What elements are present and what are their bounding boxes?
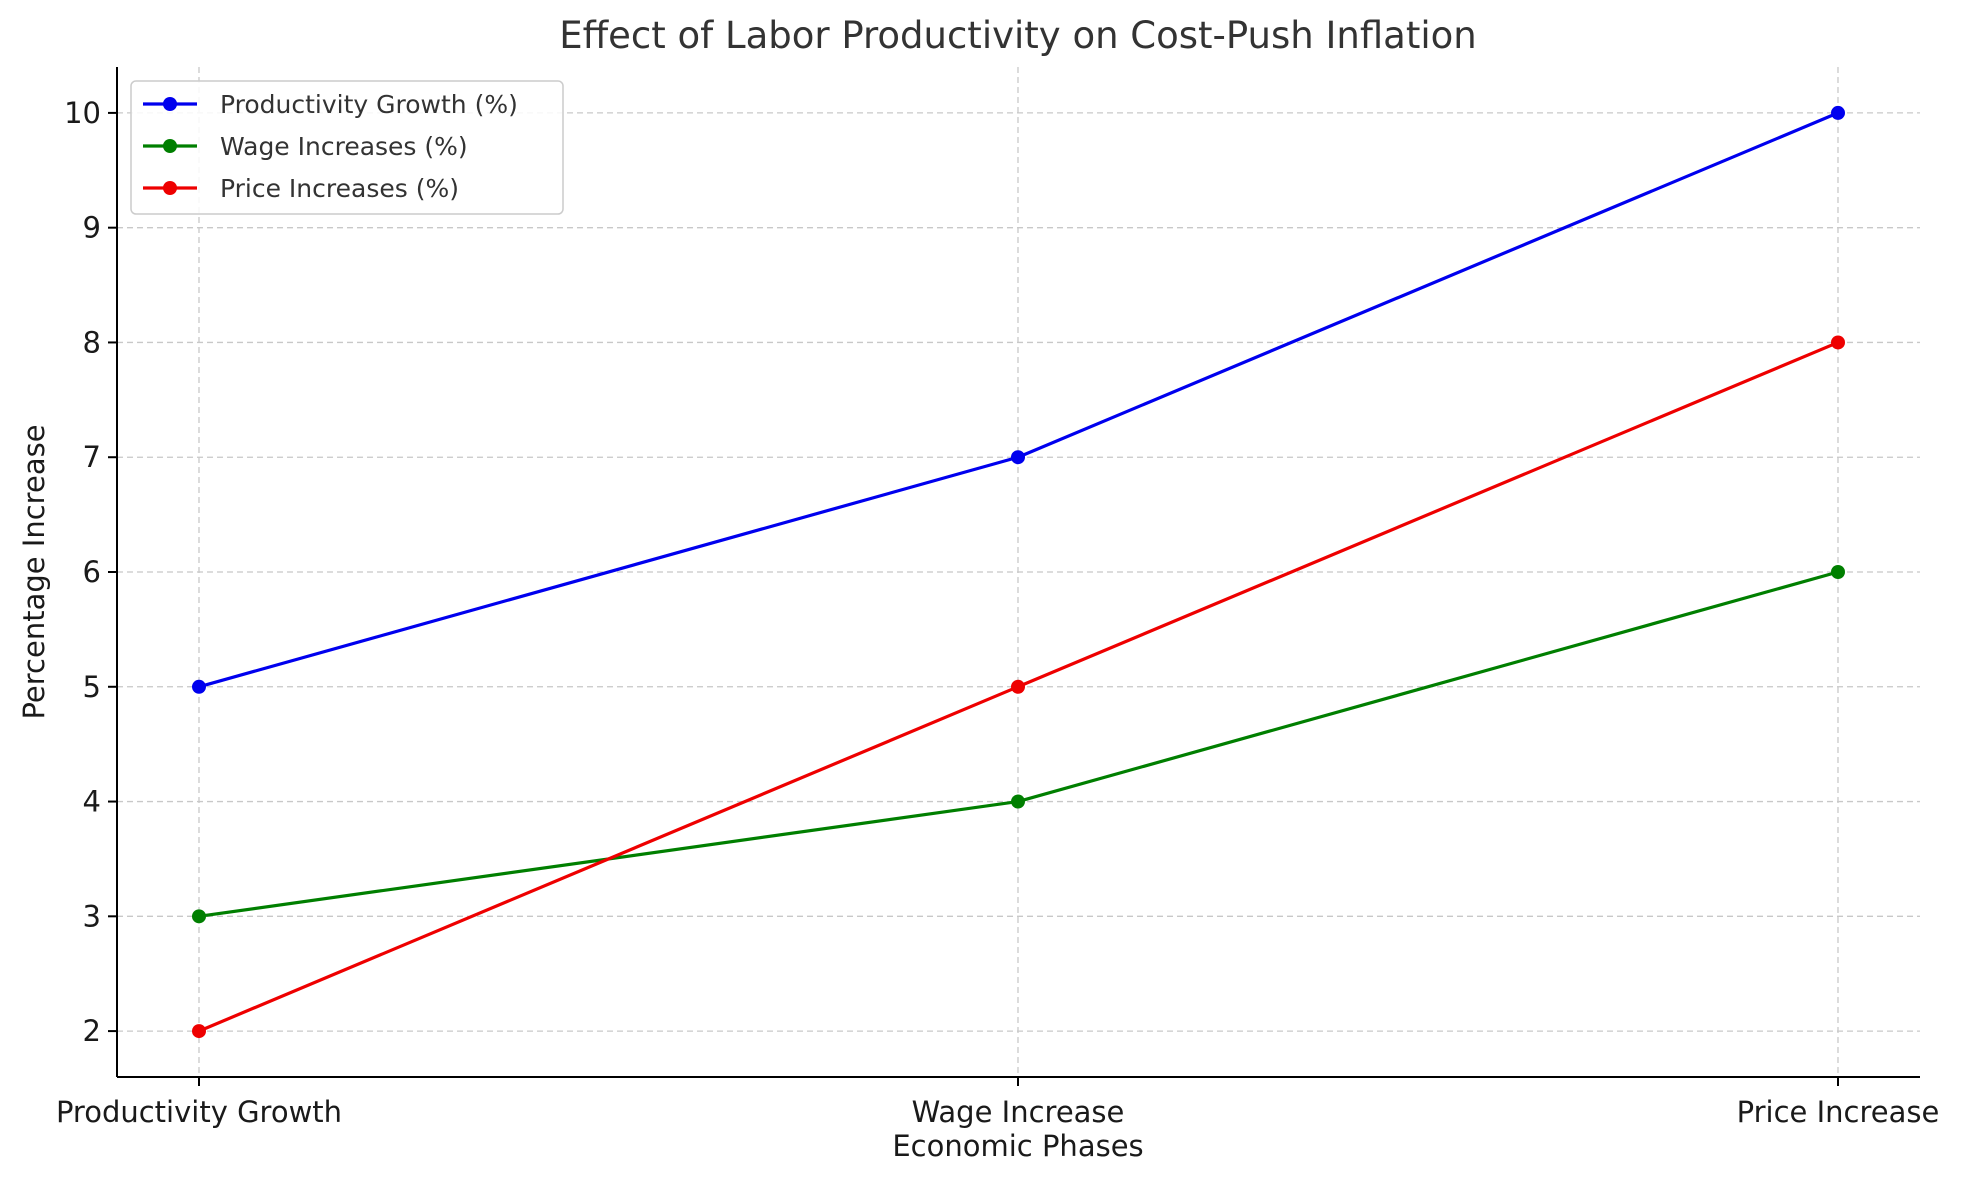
series-line [198, 570, 1839, 918]
x-tick-label: Price Increase [1737, 1095, 1940, 1129]
data-point [1011, 794, 1025, 809]
legend-item: Productivity Growth (%) [143, 90, 518, 119]
x-tick-label: Productivity Growth [56, 1095, 342, 1129]
ticks-layer: 2 3 4 5 6 7 8 9 10 Productivity Growth Wage Increa… [56, 96, 1939, 1129]
legend-label: Price Increases (%) [220, 174, 459, 203]
data-point [1011, 450, 1025, 465]
y-tick-label: 4 [83, 785, 101, 819]
legend-label: Wage Increases (%) [220, 132, 468, 161]
legend-item: Price Increases (%) [143, 174, 459, 203]
x-tick-label: Wage Increase [912, 1095, 1125, 1129]
data-point [1831, 335, 1845, 350]
y-tick-label: 8 [83, 325, 101, 359]
legend-marker [163, 139, 177, 153]
series-2 [192, 565, 1845, 924]
x-axis-title: Economic Phases [892, 1129, 1143, 1163]
data-point [192, 909, 206, 924]
chart-title: Effect of Labor Productivity on Cost-Pus… [559, 14, 1476, 57]
y-tick-label: 5 [83, 670, 101, 704]
legend-marker [163, 181, 177, 195]
data-point [192, 1024, 206, 1039]
y-axis-title: Percentage Increase [17, 424, 51, 719]
legend: Productivity Growth (%) Wage Increases (%… [130, 80, 564, 215]
y-tick-label: 2 [83, 1014, 101, 1048]
legend-marker [163, 97, 177, 111]
legend-item: Wage Increases (%) [143, 132, 468, 161]
data-point [192, 679, 206, 694]
y-tick-label: 10 [64, 96, 101, 130]
data-point [1011, 679, 1025, 694]
y-tick-label: 3 [83, 899, 101, 933]
data-point [1831, 105, 1845, 120]
legend-label: Productivity Growth (%) [220, 90, 518, 119]
series-1 [192, 105, 1845, 694]
grid-layer [117, 67, 1920, 1077]
series-3 [192, 335, 1845, 1039]
legend-items: Productivity Growth (%) Wage Increases (%… [143, 90, 518, 203]
legend-frame [130, 80, 564, 215]
y-tick-label: 7 [83, 440, 101, 474]
y-tick-label: 9 [83, 211, 101, 245]
data-point [1831, 565, 1845, 579]
series-layer [192, 105, 1845, 1039]
y-tick-label: 6 [83, 555, 101, 589]
